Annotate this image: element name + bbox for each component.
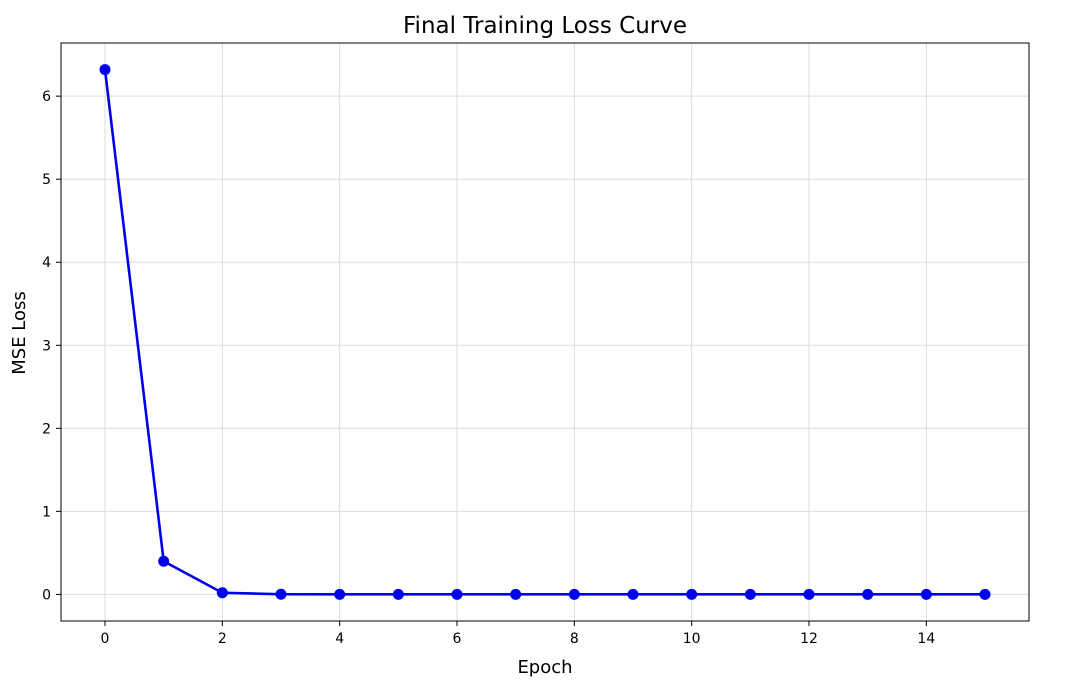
data-point-epoch-3 [275, 588, 287, 600]
data-point-epoch-0 [99, 64, 111, 76]
data-point-epoch-10 [686, 588, 698, 600]
y-tick-label-6: 6 [42, 89, 51, 105]
x-tick-label-8: 8 [570, 631, 579, 647]
y-tick-label-2: 2 [42, 421, 51, 437]
x-tick-label-6: 6 [453, 631, 462, 647]
series-layer [99, 64, 991, 600]
y-tick-label-4: 4 [42, 255, 51, 271]
data-point-epoch-15 [979, 588, 991, 600]
data-point-epoch-13 [862, 588, 874, 600]
y-tick-label-5: 5 [42, 172, 51, 188]
x-tick-label-12: 12 [800, 631, 818, 647]
data-point-epoch-4 [334, 588, 346, 600]
data-point-epoch-1 [158, 555, 170, 567]
plot-frame [60, 42, 1030, 622]
x-tick-label-10: 10 [683, 631, 701, 647]
x-tick-label-2: 2 [218, 631, 227, 647]
data-point-epoch-8 [568, 588, 580, 600]
data-point-epoch-5 [392, 588, 404, 600]
x-tick-label-4: 4 [335, 631, 344, 647]
data-point-epoch-11 [744, 588, 756, 600]
data-point-epoch-9 [627, 588, 639, 600]
data-point-epoch-14 [920, 588, 932, 600]
data-point-epoch-6 [451, 588, 463, 600]
grid-lines [61, 43, 1029, 621]
series-line-0 [103, 68, 987, 596]
chart-title: Final Training Loss Curve [403, 13, 687, 39]
y-axis-label: MSE Loss [9, 291, 30, 375]
y-tick-label-0: 0 [42, 587, 51, 603]
y-axis-ticks: 0 1 2 3 4 5 6 [42, 89, 61, 603]
x-axis-label: Epoch [517, 657, 572, 678]
y-tick-label-3: 3 [42, 338, 51, 354]
data-point-epoch-2 [216, 587, 228, 599]
x-tick-label-0: 0 [101, 631, 110, 647]
x-axis-ticks: 0 2 4 6 8 10 12 14 [101, 621, 935, 647]
data-point-epoch-7 [510, 588, 522, 600]
x-tick-label-14: 14 [917, 631, 935, 647]
y-tick-label-1: 1 [42, 504, 51, 520]
data-point-epoch-12 [803, 588, 815, 600]
